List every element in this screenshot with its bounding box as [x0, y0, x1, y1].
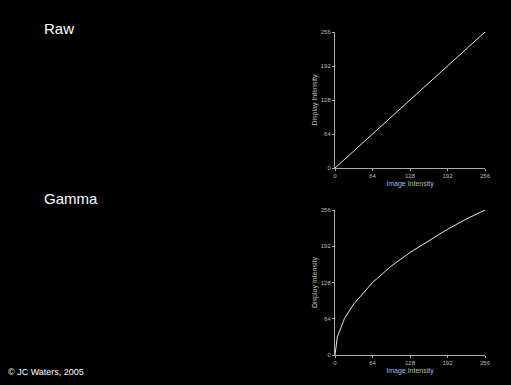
html-text:Raw: Raw — [44, 20, 74, 37]
svg-text:64: 64 — [369, 360, 376, 366]
svg-text:256: 256 — [321, 207, 332, 213]
svg-text:64: 64 — [324, 131, 331, 137]
svg-text:64: 64 — [324, 316, 331, 322]
svg-text:0: 0 — [327, 352, 331, 358]
svg-text:Display Intensity: Display Intensity — [311, 74, 319, 125]
svg-text:128: 128 — [405, 173, 416, 179]
svg-text:128: 128 — [321, 280, 332, 286]
svg-text:0: 0 — [333, 360, 337, 366]
svg-text:0: 0 — [327, 165, 331, 171]
svg-text:Image Intensity: Image Intensity — [386, 367, 434, 375]
svg-text:192: 192 — [442, 173, 453, 179]
svg-text:128: 128 — [321, 97, 332, 103]
svg-text:192: 192 — [321, 243, 332, 249]
svg-text:Display Intensity: Display Intensity — [311, 257, 319, 308]
svg-text:128: 128 — [405, 360, 416, 366]
html-text:Gamma: Gamma — [44, 190, 98, 207]
svg-text:0: 0 — [333, 173, 337, 179]
svg-text:64: 64 — [369, 173, 376, 179]
svg-text:256: 256 — [480, 360, 491, 366]
svg-text:192: 192 — [442, 360, 453, 366]
svg-text:256: 256 — [321, 29, 332, 35]
svg-text:Image Intensity: Image Intensity — [386, 180, 434, 188]
html-text:© JC Waters, 2005: © JC Waters, 2005 — [8, 367, 84, 377]
svg-text:192: 192 — [321, 63, 332, 69]
svg-text:256: 256 — [480, 173, 491, 179]
